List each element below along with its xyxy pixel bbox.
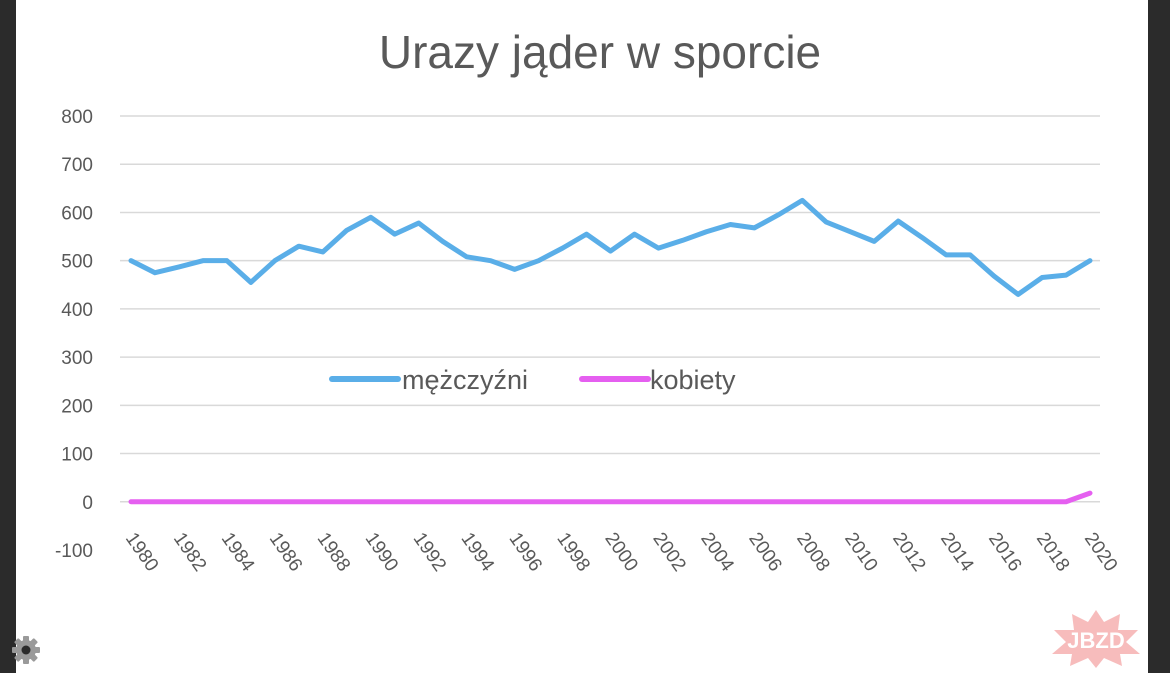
x-tick-label: 2006: [744, 529, 785, 576]
y-tick-label: 500: [61, 252, 93, 273]
x-tick-label: 2012: [888, 529, 929, 576]
series-line-0: [128, 197, 1093, 297]
chart-title: Urazy jąder w sporcie: [379, 26, 821, 78]
series-lines: [128, 197, 1093, 505]
legend-label: mężczyźni: [402, 365, 528, 395]
legend: mężczyźni kobiety: [329, 365, 736, 395]
gridlines: [120, 115, 1100, 503]
y-tick-label: 600: [61, 203, 93, 224]
x-tick-label: 1996: [505, 529, 546, 576]
x-tick-label: 1982: [169, 529, 210, 576]
x-tick-label: 2004: [696, 529, 738, 576]
y-tick-label: 800: [61, 107, 93, 128]
y-axis-ticks: -100 0 100 200 300 400 500 600 700 800: [55, 107, 93, 562]
x-tick-label: 1992: [409, 529, 450, 576]
gear-icon[interactable]: [4, 630, 44, 670]
y-tick-label: 0: [82, 493, 93, 514]
x-tick-label: 2018: [1032, 529, 1073, 576]
x-tick-label: 1986: [265, 529, 306, 576]
y-tick-label: 200: [61, 396, 93, 417]
legend-label: kobiety: [650, 365, 736, 395]
x-tick-label: 2008: [792, 529, 833, 576]
x-tick-label: 2020: [1080, 529, 1121, 576]
jbzd-watermark-logo: JBZD: [1052, 610, 1140, 668]
y-tick-label: 400: [61, 300, 93, 321]
x-tick-label: 2014: [936, 529, 978, 576]
x-tick-label: 1980: [121, 529, 162, 576]
y-tick-label: -100: [55, 541, 93, 562]
x-tick-label: 1988: [313, 529, 354, 576]
x-tick-label: 2002: [648, 529, 689, 576]
x-tick-label: 2000: [600, 529, 641, 576]
x-tick-label: 1994: [457, 529, 499, 576]
series-line-1: [128, 490, 1093, 505]
svg-text:JBZD: JBZD: [1067, 628, 1124, 653]
x-tick-label: 2016: [984, 529, 1025, 576]
x-tick-label: 1990: [361, 529, 402, 576]
y-tick-label: 100: [61, 445, 93, 466]
x-axis-ticks: 1980 1982 1984 1986 1988 1990 1992 1994 1996 1998…: [121, 529, 1121, 576]
x-tick-label: 2010: [840, 529, 881, 576]
x-tick-label: 1984: [217, 529, 259, 576]
y-tick-label: 700: [61, 155, 93, 176]
chart-panel: [16, 0, 1148, 673]
y-tick-label: 300: [61, 348, 93, 369]
x-tick-label: 1998: [552, 529, 593, 576]
